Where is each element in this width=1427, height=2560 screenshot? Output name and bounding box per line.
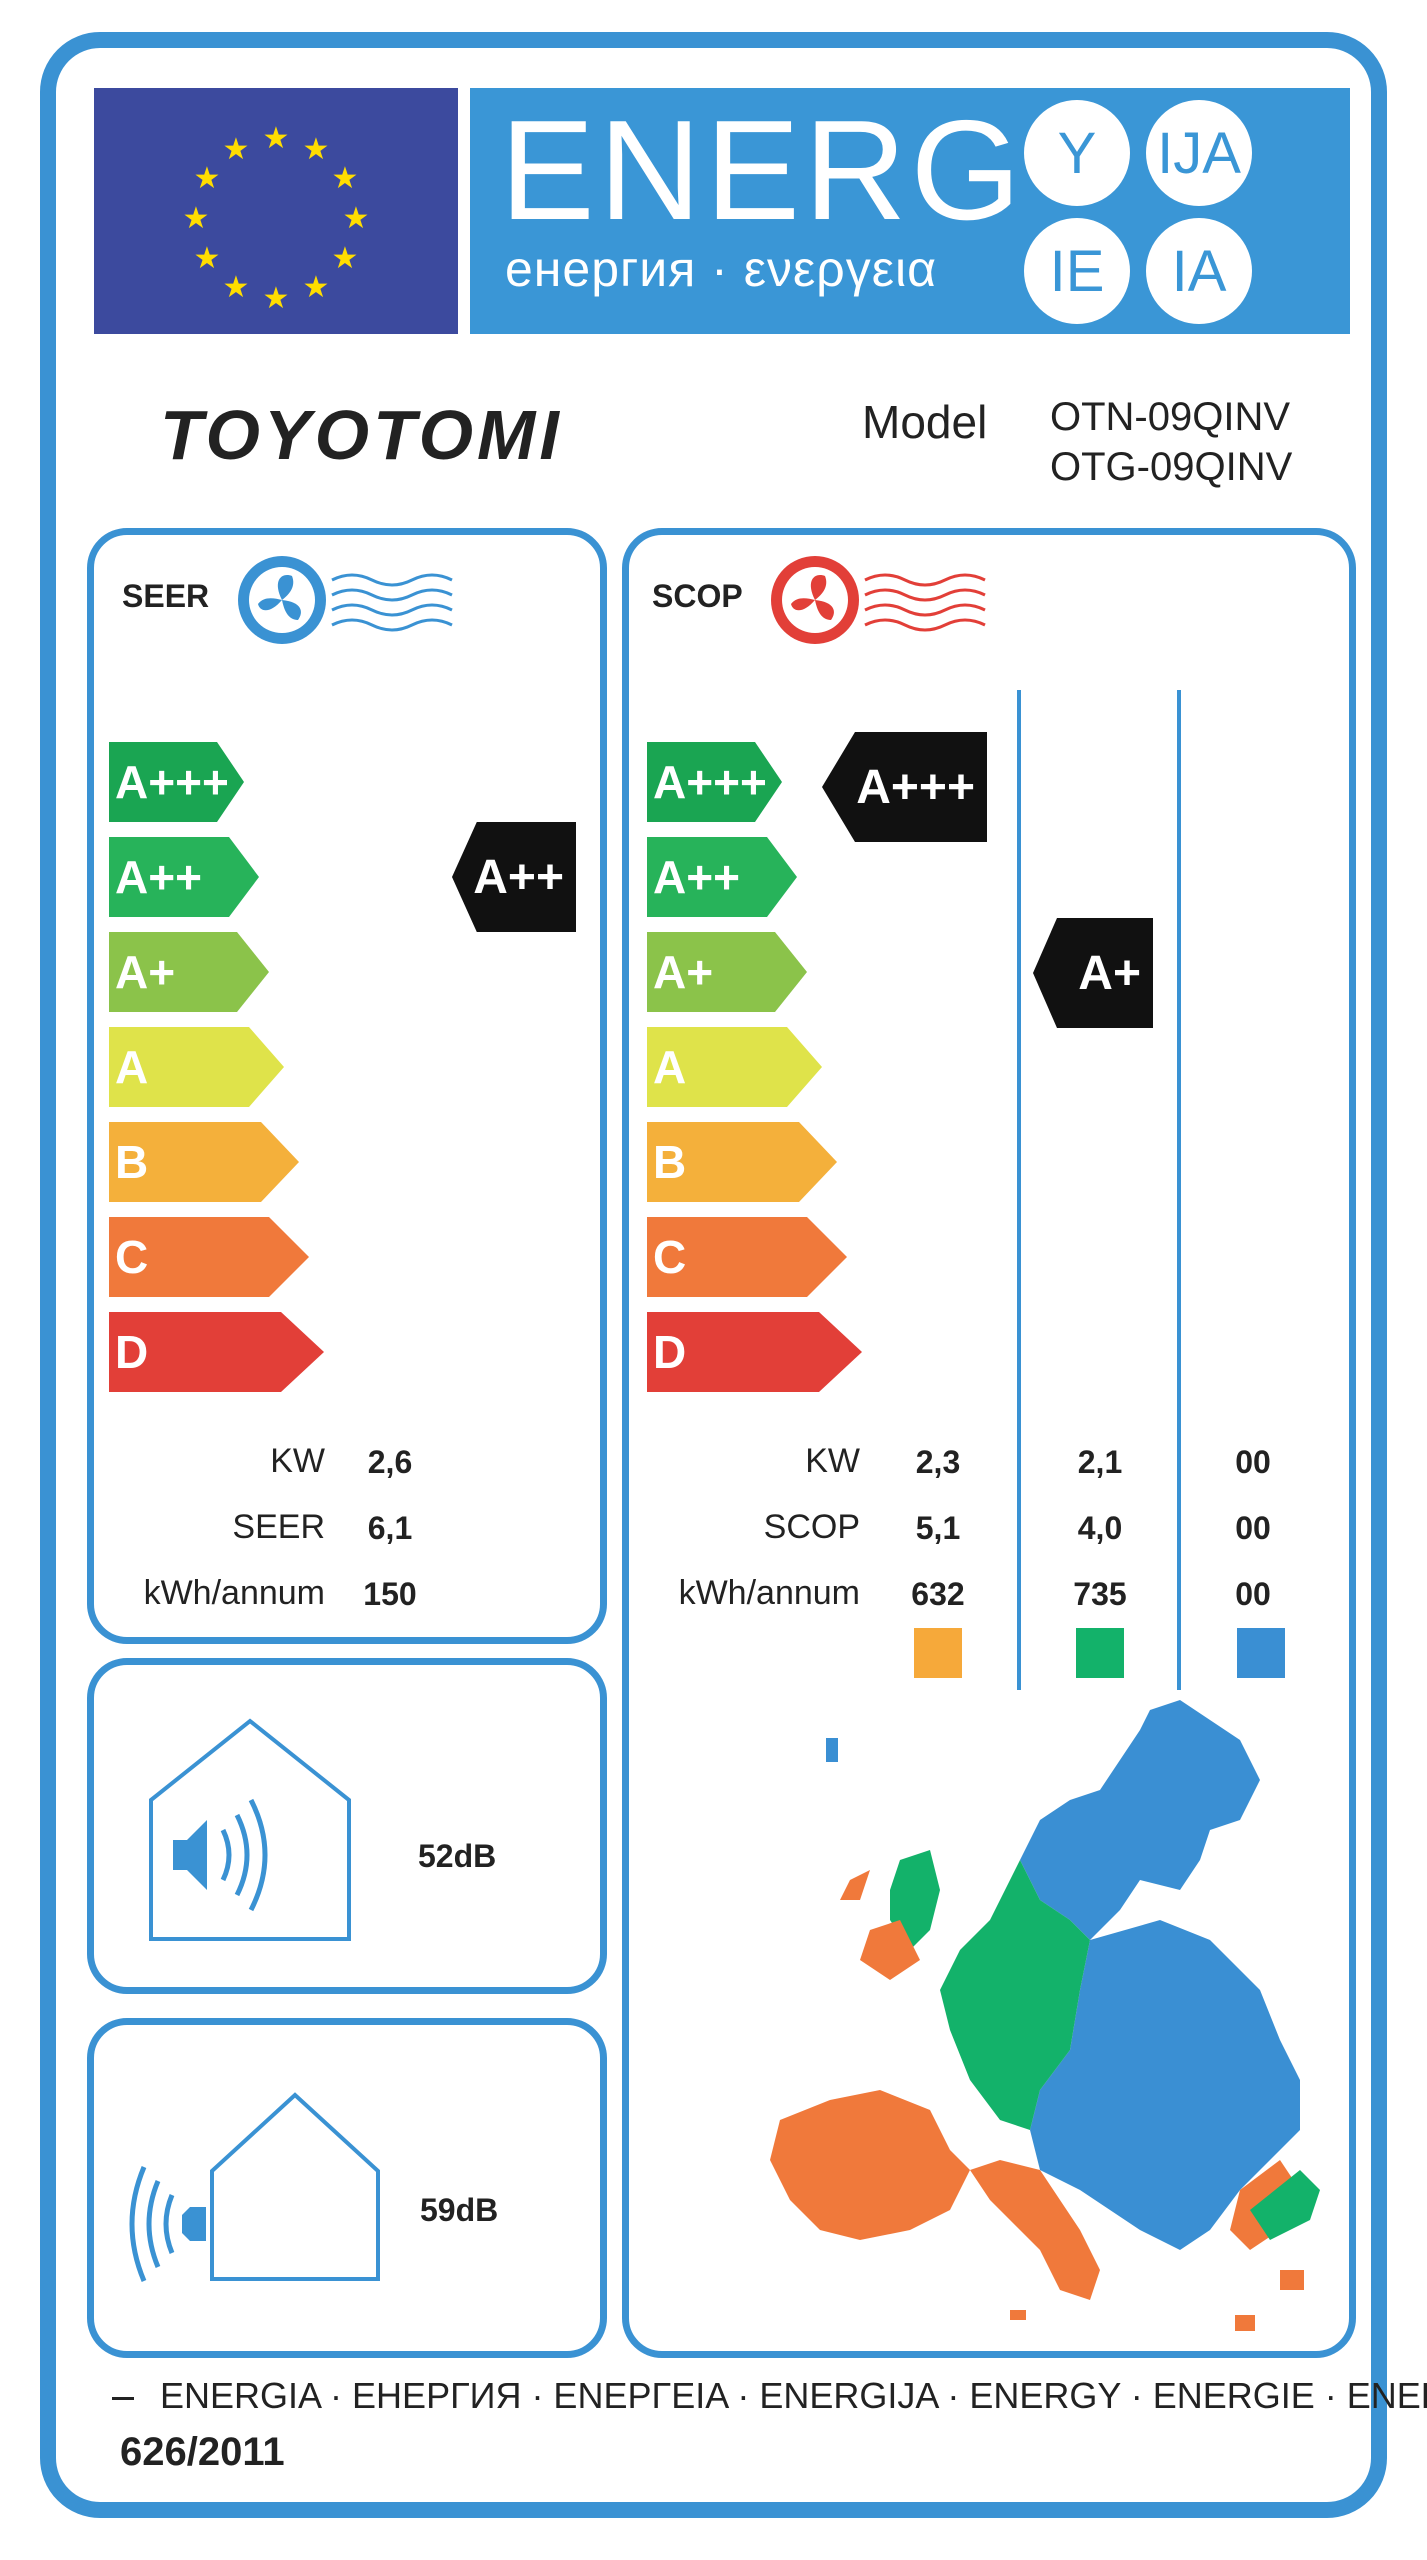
heating-rating-marker-warm: A+++ [822,732,987,842]
cooling-class-arrow: B [109,1122,299,1202]
svg-text:★: ★ [183,201,210,236]
svg-text:★: ★ [223,132,250,167]
europe-climate-map-icon [770,1700,1320,2331]
heating-fan-icon [771,556,986,644]
scop-title: SCOP [652,578,743,614]
heating-class-arrow: A+++ [647,742,782,822]
suffix-circle-4: IA [1146,218,1252,324]
heating-rating-marker-average: A+ [1033,918,1153,1028]
average-zone-swatch [1076,1628,1124,1678]
heating-class-arrow: B [647,1122,837,1202]
warm-zone-swatch [914,1628,962,1678]
eu-flag: ★ ★ ★ ★ ★ ★ ★ ★ ★ ★ ★ ★ [94,88,458,334]
cooling-class-arrow: C [109,1217,309,1297]
cooling-rating-marker: A++ [452,822,576,932]
cooling-class-arrow: A [109,1027,284,1107]
svg-text:★: ★ [223,270,250,305]
model-indoor: OTN-09QINV [1050,395,1291,439]
column-divider [1177,690,1181,1690]
heat-cold-kw: 00 [1235,1444,1271,1480]
heat-warm-kwh: 632 [911,1576,965,1612]
svg-text:★: ★ [194,161,221,196]
column-divider [1017,690,1021,1690]
cool-kwh-label: kWh/annum [143,1574,325,1612]
heating-class-arrow: A [647,1027,822,1107]
heat-warm-scop: 5,1 [915,1510,961,1546]
energy-subtitle: енергия · ενεργεια [505,241,938,297]
heat-average-kwh: 735 [1073,1576,1127,1612]
cooling-class-arrow: A+++ [109,742,244,822]
svg-text:★: ★ [303,270,330,305]
outdoor-noise-panel [87,2018,607,2358]
heat-average-scop: 4,0 [1077,1510,1123,1546]
dash-divider [112,2396,134,2400]
svg-text:★: ★ [263,281,290,316]
svg-text:★: ★ [303,132,330,167]
languages-text: ENERGIA · ЕНЕРГИЯ · ΕΝΕΡΓΕΙΑ · ENERGIJA … [160,2375,1427,2416]
svg-text:★: ★ [343,201,370,236]
eu-stars-icon: ★ ★ ★ ★ ★ ★ ★ ★ ★ ★ ★ ★ [183,121,370,316]
indoor-noise-value: 52dB [418,1838,497,1874]
heat-scop-label: SCOP [763,1508,860,1546]
heat-cold-kwh: 00 [1235,1576,1271,1612]
model-label: Model [862,396,988,448]
cool-kwh-value: 150 [363,1576,417,1612]
heating-class-arrow: C [647,1217,847,1297]
cool-seer-label: SEER [232,1508,325,1546]
outdoor-noise-value: 59dB [420,2192,499,2228]
cool-kw-value: 2,6 [367,1444,413,1480]
cooling-class-arrow: A+ [109,932,269,1012]
regulation-number: 626/2011 [120,2430,285,2474]
indoor-noise-icon [149,1718,351,1941]
svg-text:★: ★ [332,241,359,276]
outdoor-noise-icon [129,2092,380,2282]
cooling-class-arrow: A++ [109,837,259,917]
energy-word: ENERG [500,91,1025,250]
suffix-circle-3: IE [1024,218,1130,324]
brand-logo: TOYOTOMI [160,396,563,474]
cooling-class-arrow: D [109,1312,324,1392]
suffix-circle-1: Y [1024,100,1130,206]
suffix-circle-2: IJA [1146,100,1252,206]
heat-warm-kw: 2,3 [915,1444,961,1480]
cool-kw-label: KW [270,1442,325,1480]
heating-class-arrow: A+ [647,932,807,1012]
svg-text:★: ★ [263,121,290,156]
cooling-fan-icon [238,556,453,644]
language-strip: ENERGIA · ЕНЕРГИЯ · ΕΝΕΡΓΕΙΑ · ENERGIJA … [112,2375,1427,2417]
heat-cold-scop: 00 [1235,1510,1271,1546]
heating-class-arrow: D [647,1312,862,1392]
svg-text:★: ★ [332,161,359,196]
model-outdoor: OTG-09QINV [1050,445,1293,489]
heat-kwh-label: kWh/annum [678,1574,860,1612]
seer-title: SEER [122,578,210,614]
heating-class-arrow: A++ [647,837,797,917]
cool-seer-value: 6,1 [367,1510,413,1546]
svg-text:★: ★ [194,241,221,276]
cold-zone-swatch [1237,1628,1285,1678]
heat-kw-label: KW [805,1442,860,1480]
heat-average-kw: 2,1 [1077,1444,1123,1480]
